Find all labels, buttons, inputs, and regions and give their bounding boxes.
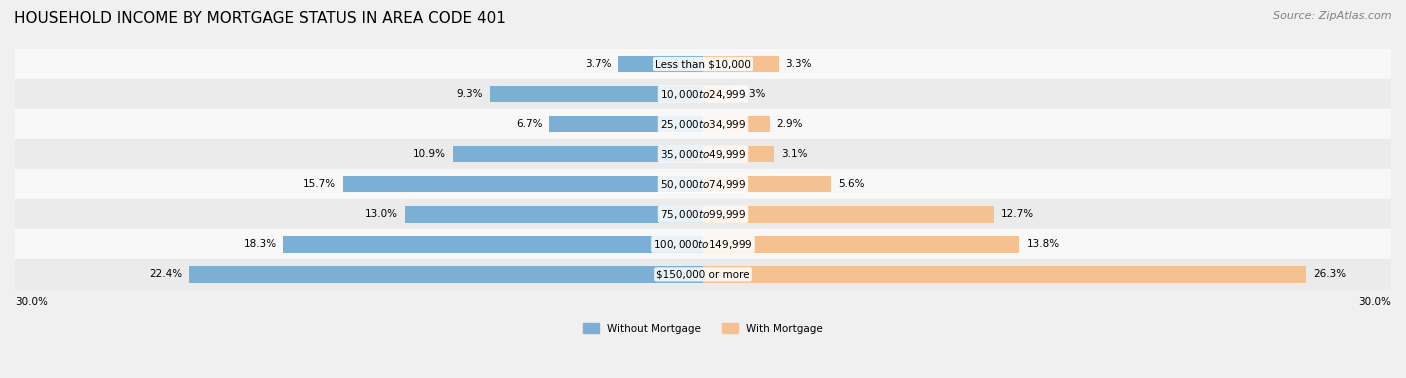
Text: $75,000 to $99,999: $75,000 to $99,999 bbox=[659, 208, 747, 221]
Text: $25,000 to $34,999: $25,000 to $34,999 bbox=[659, 118, 747, 131]
Bar bbox=[489, 86, 703, 102]
Bar bbox=[703, 146, 775, 163]
Bar bbox=[619, 56, 703, 72]
Bar bbox=[703, 56, 779, 72]
Text: 18.3%: 18.3% bbox=[243, 239, 277, 249]
Text: $150,000 or more: $150,000 or more bbox=[657, 270, 749, 279]
Text: $50,000 to $74,999: $50,000 to $74,999 bbox=[659, 178, 747, 191]
Bar bbox=[703, 86, 733, 102]
Bar bbox=[453, 146, 703, 163]
Bar bbox=[15, 199, 1391, 229]
Text: 30.0%: 30.0% bbox=[15, 297, 48, 307]
Bar bbox=[190, 266, 703, 283]
Text: $100,000 to $149,999: $100,000 to $149,999 bbox=[654, 238, 752, 251]
Bar bbox=[15, 139, 1391, 169]
Text: 10.9%: 10.9% bbox=[413, 149, 446, 159]
Text: 13.0%: 13.0% bbox=[366, 209, 398, 219]
Text: HOUSEHOLD INCOME BY MORTGAGE STATUS IN AREA CODE 401: HOUSEHOLD INCOME BY MORTGAGE STATUS IN A… bbox=[14, 11, 506, 26]
Legend: Without Mortgage, With Mortgage: Without Mortgage, With Mortgage bbox=[579, 319, 827, 338]
Text: 15.7%: 15.7% bbox=[302, 179, 336, 189]
Bar bbox=[343, 176, 703, 192]
Bar bbox=[703, 176, 831, 192]
Bar bbox=[703, 206, 994, 223]
Bar bbox=[703, 236, 1019, 253]
Bar bbox=[15, 49, 1391, 79]
Text: 12.7%: 12.7% bbox=[1001, 209, 1035, 219]
Bar bbox=[405, 206, 703, 223]
Text: 1.3%: 1.3% bbox=[740, 89, 766, 99]
Text: $10,000 to $24,999: $10,000 to $24,999 bbox=[659, 88, 747, 101]
Text: 3.3%: 3.3% bbox=[786, 59, 813, 69]
Bar bbox=[550, 116, 703, 132]
Text: 6.7%: 6.7% bbox=[516, 119, 543, 129]
Bar bbox=[15, 229, 1391, 259]
Bar bbox=[15, 79, 1391, 109]
Text: 5.6%: 5.6% bbox=[838, 179, 865, 189]
Text: 2.9%: 2.9% bbox=[776, 119, 803, 129]
Bar bbox=[15, 259, 1391, 290]
Bar bbox=[703, 116, 769, 132]
Text: 26.3%: 26.3% bbox=[1313, 270, 1346, 279]
Text: Source: ZipAtlas.com: Source: ZipAtlas.com bbox=[1274, 11, 1392, 21]
Text: Less than $10,000: Less than $10,000 bbox=[655, 59, 751, 69]
Text: 30.0%: 30.0% bbox=[1358, 297, 1391, 307]
Text: 22.4%: 22.4% bbox=[149, 270, 183, 279]
Text: 13.8%: 13.8% bbox=[1026, 239, 1060, 249]
Text: $35,000 to $49,999: $35,000 to $49,999 bbox=[659, 148, 747, 161]
Text: 9.3%: 9.3% bbox=[457, 89, 482, 99]
Bar bbox=[284, 236, 703, 253]
Bar bbox=[15, 169, 1391, 199]
Bar bbox=[703, 266, 1306, 283]
Text: 3.7%: 3.7% bbox=[585, 59, 612, 69]
Text: 3.1%: 3.1% bbox=[780, 149, 807, 159]
Bar bbox=[15, 109, 1391, 139]
